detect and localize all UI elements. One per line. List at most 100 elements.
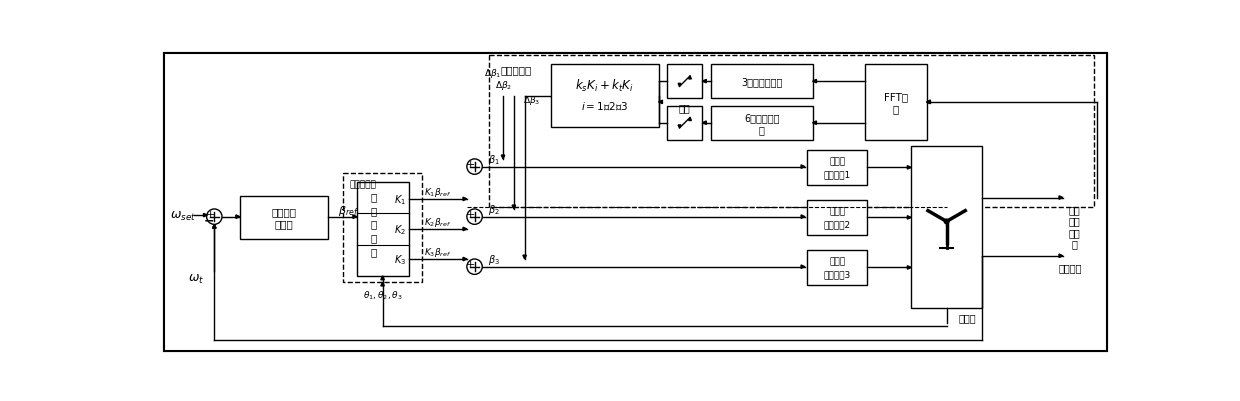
Polygon shape — [678, 84, 681, 87]
Bar — [667, 65, 703, 99]
Bar — [551, 65, 658, 128]
Text: $\theta_1,\theta_2,\theta_3$: $\theta_1,\theta_2,\theta_3$ — [362, 288, 403, 301]
Polygon shape — [688, 118, 692, 121]
Text: $\omega_{set}$: $\omega_{set}$ — [170, 209, 196, 222]
Text: $k_sK_i+k_tK_i$: $k_sK_i+k_tK_i$ — [575, 78, 634, 94]
Polygon shape — [1059, 196, 1063, 200]
Polygon shape — [926, 101, 930, 104]
Polygon shape — [908, 216, 911, 220]
Text: $K_1\beta_{ref}$: $K_1\beta_{ref}$ — [424, 185, 451, 198]
Text: −: − — [203, 215, 215, 227]
Text: 死区: 死区 — [680, 103, 691, 113]
Text: $\Delta\beta_2$: $\Delta\beta_2$ — [495, 79, 512, 91]
Text: +: + — [206, 209, 216, 219]
Polygon shape — [463, 228, 467, 231]
Text: $\beta_{ref}$: $\beta_{ref}$ — [337, 203, 358, 217]
Text: +: + — [466, 209, 475, 219]
Circle shape — [945, 220, 949, 224]
Polygon shape — [463, 198, 467, 201]
Bar — [807, 200, 867, 235]
Text: +: + — [466, 159, 475, 169]
Polygon shape — [353, 215, 357, 219]
Text: $\omega_t$: $\omega_t$ — [187, 272, 203, 285]
Polygon shape — [1059, 254, 1063, 258]
Polygon shape — [908, 266, 911, 269]
Polygon shape — [212, 225, 216, 229]
Polygon shape — [926, 101, 930, 104]
Polygon shape — [812, 80, 816, 84]
Text: $K_2$: $K_2$ — [394, 223, 405, 236]
Polygon shape — [381, 276, 384, 280]
Text: $\beta_1$: $\beta_1$ — [489, 152, 500, 166]
Text: 传动: 传动 — [1069, 205, 1080, 215]
Polygon shape — [688, 77, 692, 80]
Text: 链输: 链输 — [1069, 216, 1080, 226]
Bar — [343, 173, 422, 282]
Text: +: + — [466, 259, 475, 269]
Text: 方位角反馈: 方位角反馈 — [350, 180, 376, 188]
Polygon shape — [381, 282, 384, 286]
Text: 量: 量 — [759, 125, 765, 134]
Polygon shape — [678, 126, 681, 129]
Text: 执行机杈2: 执行机杈2 — [823, 219, 851, 229]
Circle shape — [207, 209, 222, 225]
Text: $i=1$、$2$、$3$: $i=1$、$2$、$3$ — [582, 100, 629, 112]
Polygon shape — [801, 215, 805, 219]
Polygon shape — [512, 206, 516, 209]
Text: $K_3\beta_{ref}$: $K_3\beta_{ref}$ — [424, 245, 451, 258]
Text: 变桨距: 变桨距 — [830, 257, 846, 266]
Text: 执行机杈3: 执行机杈3 — [823, 269, 851, 278]
Circle shape — [467, 259, 482, 275]
Text: 配: 配 — [371, 247, 377, 257]
Bar — [357, 182, 409, 276]
Polygon shape — [463, 258, 467, 261]
Bar — [667, 107, 703, 140]
Text: 执行机杈1: 执行机杈1 — [823, 170, 851, 178]
Polygon shape — [236, 215, 239, 219]
Text: 6倍旋转频率: 6倍旋转频率 — [744, 113, 780, 123]
Bar — [239, 196, 327, 239]
Polygon shape — [658, 101, 662, 104]
Text: $\beta_3$: $\beta_3$ — [489, 252, 501, 266]
Circle shape — [467, 160, 482, 175]
Text: 权: 权 — [371, 191, 377, 201]
Text: 变桨距: 变桨距 — [830, 157, 846, 166]
Text: FFT分: FFT分 — [884, 91, 908, 101]
Bar — [711, 107, 812, 140]
Text: 系: 系 — [371, 205, 377, 215]
Polygon shape — [812, 122, 816, 125]
Text: 变桨距: 变桨距 — [830, 207, 846, 216]
Polygon shape — [908, 166, 911, 170]
Text: 入转: 入转 — [1069, 227, 1080, 237]
Text: $\beta_2$: $\beta_2$ — [489, 203, 500, 217]
Circle shape — [467, 209, 482, 225]
Text: 微调量部分: 微调量部分 — [501, 65, 532, 75]
Text: 分: 分 — [371, 233, 377, 243]
Bar — [911, 146, 982, 308]
Bar — [807, 150, 867, 186]
Polygon shape — [501, 156, 505, 160]
Text: 方位角: 方位角 — [959, 312, 976, 322]
Text: 矩: 矩 — [1071, 239, 1078, 249]
Bar — [866, 65, 926, 140]
Polygon shape — [212, 225, 216, 229]
Polygon shape — [801, 166, 805, 169]
Polygon shape — [203, 214, 207, 217]
Polygon shape — [703, 80, 707, 84]
Polygon shape — [703, 122, 707, 125]
Polygon shape — [523, 255, 526, 259]
Polygon shape — [801, 265, 805, 269]
Text: 数: 数 — [371, 219, 377, 229]
Text: $\Delta\beta_3$: $\Delta\beta_3$ — [523, 94, 541, 107]
Text: $K_1$: $K_1$ — [394, 192, 405, 206]
Text: $K_2\beta_{ref}$: $K_2\beta_{ref}$ — [424, 215, 451, 228]
Text: 统一变桨: 统一变桨 — [272, 207, 296, 217]
Text: $K_3$: $K_3$ — [394, 253, 405, 266]
Text: 3倍旋转频率量: 3倍旋转频率量 — [742, 77, 782, 87]
Text: 距控制: 距控制 — [274, 219, 293, 229]
Text: $\Delta\beta_1$: $\Delta\beta_1$ — [484, 67, 501, 80]
Bar — [490, 56, 1094, 208]
Bar — [711, 65, 812, 99]
Text: 析: 析 — [893, 104, 899, 114]
Bar — [807, 250, 867, 286]
